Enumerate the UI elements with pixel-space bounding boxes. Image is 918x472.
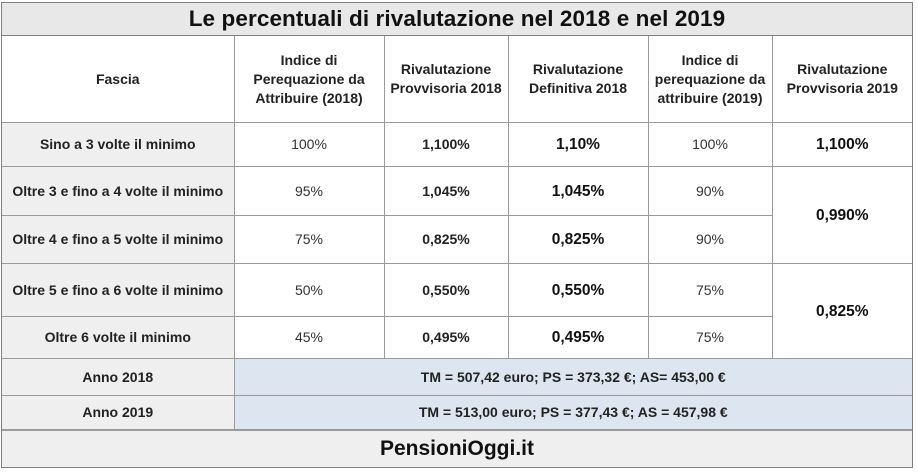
header-indice-2019: Indice di perequazione da attribuire (20…	[647, 36, 773, 123]
definitiva-2018-cell: 1,045%	[507, 166, 649, 216]
provvisoria-2018-cell: 1,045%	[383, 166, 509, 216]
indice-2018-cell: 75%	[233, 215, 385, 264]
definitiva-2018-cell: 0,550%	[507, 263, 649, 317]
table-row: Oltre 3 e fino a 4 volte il minimo 95% 1…	[2, 166, 912, 264]
summary-row-2018: Anno 2018 TM = 507,42 euro; PS = 373,32 …	[2, 358, 912, 396]
source-footer: PensioniOggi.it	[2, 430, 912, 467]
indice-2019-cell: 100%	[647, 122, 773, 167]
summary-row-2019: Anno 2019 TM = 513,00 euro; PS = 377,43 …	[2, 395, 912, 430]
provvisoria-2018-cell: 0,495%	[383, 316, 509, 359]
indice-2019-cell: 75%	[647, 316, 772, 359]
summary-label: Anno 2018	[2, 358, 235, 396]
fascia-cell: Oltre 5 e fino a 6 volte il minimo	[2, 263, 235, 317]
header-definitiva-2018: Rivalutazione Definitiva 2018	[507, 36, 649, 123]
summary-label: Anno 2019	[2, 395, 235, 430]
indice-2018-cell: 100%	[233, 122, 385, 167]
indice-2019-cell: 75%	[647, 263, 773, 317]
definitiva-2018-cell: 0,495%	[507, 316, 649, 359]
indice-2019-cell: 90%	[647, 215, 772, 264]
table-row: Oltre 6 volte il minimo 45% 0,495% 0,495…	[2, 316, 912, 359]
provvisoria-2019-cell: 1,100%	[771, 122, 912, 167]
rivalutazione-table: Fascia Indice di Perequazione da Attribu…	[2, 36, 912, 430]
header-row: Fascia Indice di Perequazione da Attribu…	[2, 36, 912, 123]
fascia-cell: Oltre 6 volte il minimo	[2, 316, 235, 359]
table-title: Le percentuali di rivalutazione nel 2018…	[2, 3, 912, 36]
fascia-cell: Sino a 3 volte il minimo	[2, 122, 235, 167]
indice-2019-cell: 90%	[647, 166, 773, 216]
header-provvisoria-2019: Rivalutazione Provvisoria 2019	[771, 36, 912, 123]
provvisoria-2019-merged-cell: 0,990%	[771, 166, 912, 264]
header-fascia: Fascia	[2, 36, 235, 123]
table-row: Oltre 5 e fino a 6 volte il minimo 50% 0…	[2, 263, 912, 359]
fascia-cell: Oltre 4 e fino a 5 volte il minimo	[2, 215, 235, 264]
provvisoria-2018-cell: 0,550%	[383, 263, 509, 317]
indice-2018-cell: 50%	[233, 263, 385, 317]
provvisoria-2018-cell: 0,825%	[383, 215, 509, 264]
header-indice-2018: Indice di Perequazione da Attribuire (20…	[233, 36, 385, 123]
provvisoria-2019-merged-cell: 0,825%	[771, 263, 912, 359]
header-provvisoria-2018: Rivalutazione Provvisoria 2018	[383, 36, 509, 123]
provvisoria-2018-cell: 1,100%	[383, 122, 509, 167]
indice-2018-cell: 45%	[233, 316, 385, 359]
table-row: Oltre 4 e fino a 5 volte il minimo 75% 0…	[2, 215, 912, 264]
definitiva-2018-cell: 0,825%	[507, 215, 649, 264]
indice-2018-cell: 95%	[233, 166, 385, 216]
summary-value: TM = 513,00 euro; PS = 377,43 €; AS = 45…	[233, 395, 912, 430]
table-row: Sino a 3 volte il minimo 100% 1,100% 1,1…	[2, 122, 912, 167]
summary-value: TM = 507,42 euro; PS = 373,32 €; AS= 453…	[233, 358, 912, 396]
fascia-cell: Oltre 3 e fino a 4 volte il minimo	[2, 166, 235, 216]
definitiva-2018-cell: 1,10%	[507, 122, 649, 167]
